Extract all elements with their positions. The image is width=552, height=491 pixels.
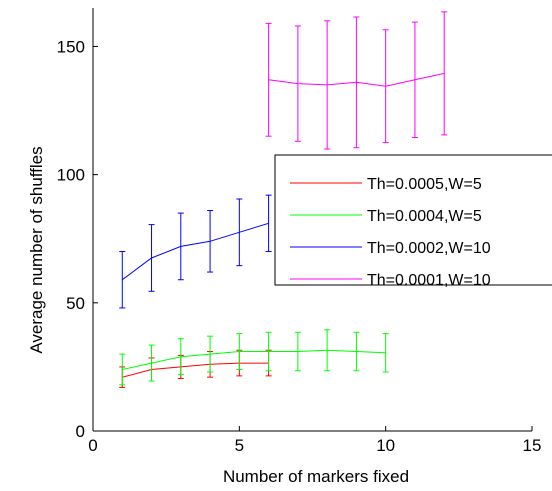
legend-label: Th=0.0002,W=10 — [367, 240, 491, 257]
y-tick-label: 150 — [57, 37, 85, 56]
series-line — [268, 72, 445, 87]
x-tick-label: 0 — [88, 436, 97, 455]
y-tick-label: 100 — [57, 166, 85, 185]
series-line — [122, 349, 386, 370]
legend: Th=0.0005,W=5 Th=0.0004,W=5 Th=0.0002,W=10… — [274, 154, 552, 289]
y-tick-label: 0 — [76, 422, 85, 441]
x-axis-label: Number of markers fixed — [223, 467, 409, 486]
x-tick-label: 5 — [235, 436, 244, 455]
legend-label: Th=0.0004,W=5 — [367, 208, 482, 225]
series-line — [122, 362, 269, 378]
series-2 — [119, 329, 389, 386]
legend-label: Th=0.0005,W=5 — [367, 176, 482, 193]
legend-label: Th=0.0001,W=10 — [367, 272, 491, 289]
series-line — [122, 222, 269, 281]
y-axis-label: Average number of shuffles — [27, 146, 46, 353]
series-4 — [265, 11, 448, 150]
x-tick-label: 10 — [376, 436, 395, 455]
series-3 — [119, 194, 272, 309]
legend-box — [274, 154, 552, 286]
x-tick-label: 15 — [523, 436, 542, 455]
y-tick-label: 50 — [66, 294, 85, 313]
plot-area — [92, 8, 532, 432]
